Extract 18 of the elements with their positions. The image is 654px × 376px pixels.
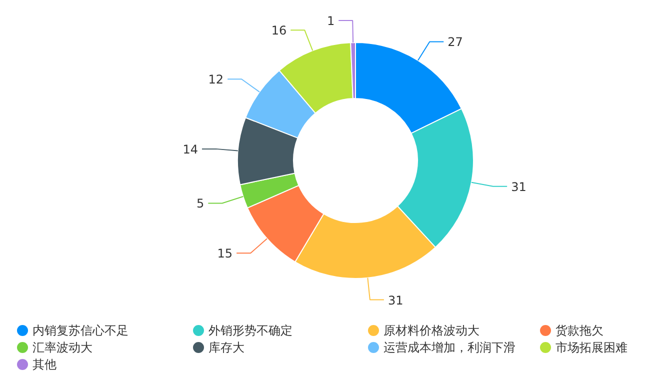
legend-label: 汇率波动大 bbox=[32, 340, 92, 354]
data-label: 16 bbox=[271, 24, 287, 38]
legend-label: 原材料价格波动大 bbox=[384, 324, 480, 338]
legend-label: 库存大 bbox=[208, 340, 244, 354]
legend-label: 市场拓展困难 bbox=[556, 340, 628, 354]
legend-label: 外销形势不确定 bbox=[208, 324, 292, 338]
data-label: 27 bbox=[448, 35, 463, 50]
data-label: 31 bbox=[388, 293, 404, 308]
legend-label: 其他 bbox=[32, 358, 56, 372]
data-label: 1 bbox=[326, 14, 335, 28]
data-label: 15 bbox=[217, 246, 233, 261]
data-label: 14 bbox=[182, 142, 198, 156]
data-label: 12 bbox=[208, 72, 224, 87]
data-label: 31 bbox=[511, 180, 526, 194]
data-label: 5 bbox=[196, 196, 204, 211]
legend-label: 运营成本增加，利润下滑 bbox=[384, 340, 516, 354]
legend-label: 内销复苏信心不足 bbox=[32, 324, 128, 338]
legend-label: 货款拖欠 bbox=[556, 324, 604, 338]
